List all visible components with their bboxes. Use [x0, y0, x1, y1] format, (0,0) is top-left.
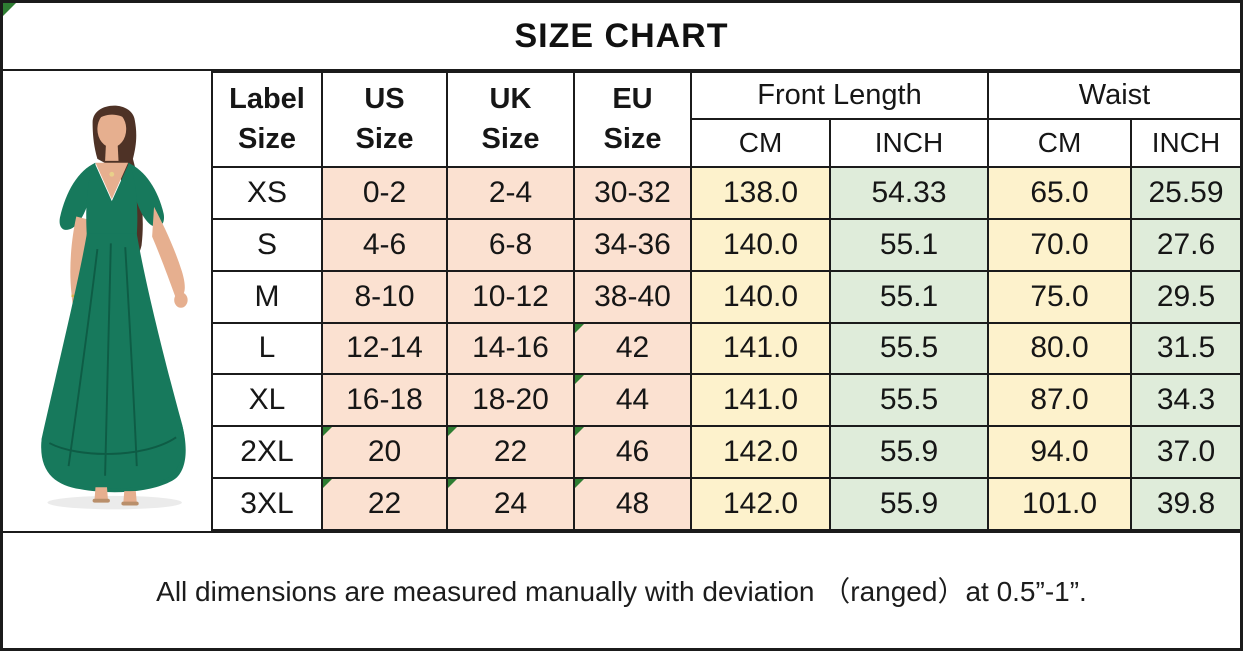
title-band: SIZE CHART	[3, 3, 1240, 71]
label-size-cell: 2XL	[211, 425, 323, 480]
size-value-cell: 0-2	[321, 166, 448, 220]
size-value-cell: 55.9	[828, 477, 990, 531]
size-value-cell: 14-16	[446, 321, 575, 376]
size-value-cell: 75.0	[987, 269, 1133, 324]
col-header-eu-size: EU Size	[573, 71, 692, 168]
footer-note: All dimensions are measured manually wit…	[156, 575, 1087, 607]
table-row: 2XL 20 22 46 142.0 55.9 94.0 37.0	[211, 425, 1240, 480]
size-value-cell: 46	[573, 425, 692, 480]
size-value-cell: 8-10	[321, 269, 448, 324]
size-value-cell: 29.5	[1130, 269, 1240, 324]
cell-flag-triangle	[576, 480, 584, 489]
size-table-wrap: Label Size US Size UK Size EU Size Front Len…	[211, 71, 1240, 531]
size-value-cell: 27.6	[1130, 217, 1240, 272]
subheader-front-inch: INCH	[828, 118, 990, 168]
page-title: SIZE CHART	[514, 16, 729, 55]
cell-flag-triangle	[324, 428, 332, 437]
label-size-cell: S	[211, 217, 323, 272]
cell-flag-triangle	[449, 428, 457, 437]
subheader-waist-cm: CM	[987, 118, 1133, 168]
size-value-cell: 38-40	[573, 269, 692, 324]
cell-flag-triangle	[576, 428, 584, 437]
size-value-cell: 34.3	[1130, 373, 1240, 428]
size-value-cell: 142.0	[690, 477, 831, 531]
size-value-cell: 31.5	[1130, 321, 1240, 376]
cell-flag-triangle	[449, 480, 457, 489]
size-value-cell: 55.1	[828, 217, 990, 272]
table-row: XS 0-2 2-4 30-32 138.0 54.33 65.0 25.59	[211, 166, 1240, 220]
size-value-cell: 54.33	[828, 166, 990, 220]
size-value-cell: 141.0	[690, 373, 831, 428]
size-value-cell: 48	[573, 477, 692, 531]
label-size-cell: L	[211, 321, 323, 376]
size-value-cell: 80.0	[987, 321, 1133, 376]
size-value-cell: 25.59	[1130, 166, 1240, 220]
label-size-cell: XS	[211, 166, 323, 220]
size-table-body: XS 0-2 2-4 30-32 138.0 54.33 65.0 25.59 S 4-6 6-8 3…	[211, 166, 1240, 531]
size-value-cell: 4-6	[321, 217, 448, 272]
size-value-cell: 44	[573, 373, 692, 428]
table-row: M 8-10 10-12 38-40 140.0 55.1 75.0 29.5	[211, 269, 1240, 324]
size-value-cell: 2-4	[446, 166, 575, 220]
col-header-front-length: Front Length	[689, 71, 990, 120]
label-size-cell: XL	[211, 373, 323, 428]
label-size-cell: 3XL	[211, 477, 323, 531]
size-value-cell: 138.0	[690, 166, 831, 220]
size-value-cell: 18-20	[446, 373, 575, 428]
size-value-cell: 30-32	[573, 166, 692, 220]
size-value-cell: 42	[573, 321, 692, 376]
size-value-cell: 55.5	[828, 373, 990, 428]
cell-flag-triangle	[324, 480, 332, 489]
size-value-cell: 140.0	[690, 269, 831, 324]
model-illustration	[41, 105, 188, 510]
col-header-waist: Waist	[987, 71, 1240, 120]
size-value-cell: 65.0	[987, 166, 1133, 220]
cell-flag-triangle	[576, 324, 584, 333]
subheader-waist-inch: INCH	[1130, 118, 1240, 168]
size-value-cell: 55.9	[828, 425, 990, 480]
size-value-cell: 37.0	[1130, 425, 1240, 480]
model-photo	[3, 71, 211, 531]
sheet-corner-flag-triangle	[3, 3, 16, 16]
table-row: S 4-6 6-8 34-36 140.0 55.1 70.0 27.6	[211, 217, 1240, 272]
size-value-cell: 6-8	[446, 217, 575, 272]
label-size-cell: M	[211, 269, 323, 324]
main-area: Label Size US Size UK Size EU Size Front Len…	[3, 71, 1240, 531]
size-value-cell: 34-36	[573, 217, 692, 272]
size-value-cell: 140.0	[690, 217, 831, 272]
table-row: XL 16-18 18-20 44 141.0 55.5 87.0 34.3	[211, 373, 1240, 428]
size-value-cell: 24	[446, 477, 575, 531]
col-header-label-size: Label Size	[211, 71, 323, 168]
size-value-cell: 141.0	[690, 321, 831, 376]
size-value-cell: 87.0	[987, 373, 1133, 428]
size-value-cell: 20	[321, 425, 448, 480]
size-value-cell: 10-12	[446, 269, 575, 324]
col-header-us-size: US Size	[321, 71, 448, 168]
col-header-uk-size: UK Size	[446, 71, 575, 168]
size-value-cell: 142.0	[690, 425, 831, 480]
size-table: Label Size US Size UK Size EU Size Front Len…	[211, 71, 1240, 531]
size-value-cell: 22	[446, 425, 575, 480]
table-row: 3XL 22 24 48 142.0 55.9 101.0 39.8	[211, 477, 1240, 531]
footer-band: All dimensions are measured manually wit…	[3, 531, 1240, 646]
size-value-cell: 22	[321, 477, 448, 531]
size-value-cell: 39.8	[1130, 477, 1240, 531]
size-value-cell: 70.0	[987, 217, 1133, 272]
cell-flag-triangle	[576, 376, 584, 385]
subheader-front-cm: CM	[690, 118, 831, 168]
size-value-cell: 101.0	[987, 477, 1133, 531]
size-value-cell: 55.5	[828, 321, 990, 376]
table-row: L 12-14 14-16 42 141.0 55.5 80.0 31.5	[211, 321, 1240, 376]
size-value-cell: 94.0	[987, 425, 1133, 480]
size-value-cell: 12-14	[321, 321, 448, 376]
size-value-cell: 55.1	[828, 269, 990, 324]
size-value-cell: 16-18	[321, 373, 448, 428]
